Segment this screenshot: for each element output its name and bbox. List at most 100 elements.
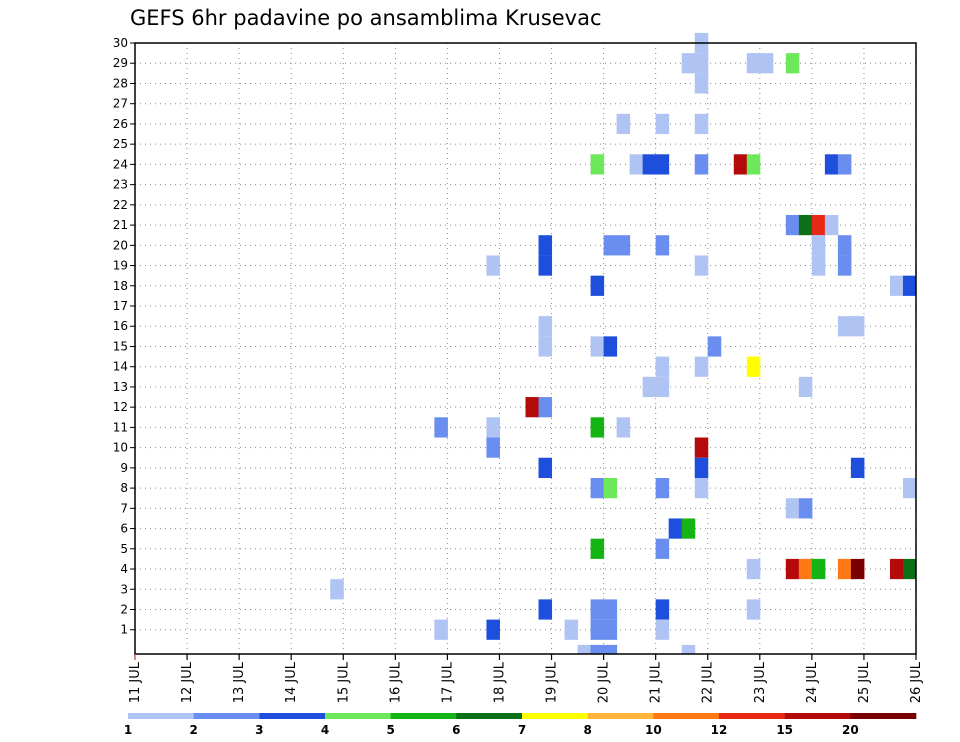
y-tick-label: 27 [113, 97, 128, 111]
y-tick-label: 28 [113, 76, 128, 90]
precip-cell [850, 558, 865, 580]
precip-cell [642, 154, 657, 175]
precip-cell [655, 619, 670, 640]
precip-cell [746, 558, 761, 580]
plot-frame [134, 42, 917, 655]
y-tick-label: 24 [113, 157, 128, 171]
precip-cell [577, 644, 592, 654]
precip-cell [733, 154, 748, 175]
legend-swatch [193, 713, 260, 719]
precip-cell [837, 154, 852, 175]
precip-cell [538, 316, 553, 337]
precip-cell [590, 417, 605, 438]
precip-cell [616, 235, 631, 256]
x-tick-label: 22 JUL [701, 661, 716, 703]
legend-label: 12 [711, 723, 728, 737]
y-tick-label: 6 [120, 522, 128, 536]
legend-swatch [653, 713, 720, 719]
legend-label: 8 [583, 723, 591, 737]
x-tick-label: 20 JUL [597, 661, 612, 703]
precip-cell [655, 235, 670, 256]
precip-cell [746, 599, 761, 620]
y-tick-label: 5 [120, 542, 128, 556]
precip-cell [564, 619, 579, 640]
legend-label: 15 [776, 723, 793, 737]
precip-cell [525, 397, 540, 418]
y-tick-label: 2 [120, 602, 128, 616]
precip-cell [538, 397, 553, 418]
precip-cell [694, 53, 709, 74]
y-tick-label: 10 [113, 441, 128, 455]
precip-cell [798, 558, 813, 580]
legend-label: 7 [518, 723, 526, 737]
x-tick-label: 18 JUL [492, 661, 507, 703]
precip-cell [694, 113, 709, 135]
precip-cell [590, 477, 605, 499]
x-tick-label: 16 JUL [388, 661, 403, 703]
legend-swatch [784, 713, 851, 719]
legend-swatch [850, 713, 917, 719]
y-tick-label: 9 [120, 461, 128, 475]
precip-cell [603, 644, 618, 654]
y-tick-label: 1 [120, 623, 128, 637]
precip-cell [590, 154, 605, 175]
precip-cell [837, 255, 852, 276]
precip-cell [616, 113, 631, 135]
precip-cell [746, 53, 761, 74]
y-tick-label: 8 [120, 481, 128, 495]
precip-cell [694, 437, 709, 458]
legend-label: 10 [645, 723, 662, 737]
precip-cell [486, 437, 500, 458]
chart-title: GEFS 6hr padavine po ansamblima Krusevac [130, 6, 602, 30]
y-tick-label: 30 [113, 36, 128, 50]
precip-cell [694, 477, 709, 499]
x-tick-label: 26 JUL [909, 661, 924, 703]
y-tick-label: 20 [113, 238, 128, 252]
precip-cell [694, 457, 709, 478]
legend-swatch [390, 713, 457, 719]
precip-cell [603, 477, 618, 499]
precip-cell [798, 376, 813, 398]
y-tick-label: 12 [113, 400, 128, 414]
y-tick-label: 14 [113, 360, 128, 374]
y-tick-label: 11 [113, 420, 128, 434]
precip-cell [434, 417, 448, 438]
precip-cell [434, 619, 448, 640]
y-tick-label: 26 [113, 117, 128, 131]
precip-cell [850, 316, 865, 337]
precip-cell [707, 336, 722, 357]
precip-cell [785, 53, 800, 74]
precip-cell [603, 599, 618, 620]
precip-cell [785, 498, 800, 519]
x-tick-label: 19 JUL [545, 661, 560, 703]
precip-cell [655, 154, 670, 175]
legend-swatch [456, 713, 523, 719]
y-tick-label: 17 [113, 299, 128, 313]
precip-cell [746, 154, 761, 175]
precip-cell [603, 619, 618, 640]
precip-cell [538, 235, 553, 256]
precip-cell [889, 275, 904, 296]
legend-swatch [587, 713, 654, 719]
precip-cell [486, 417, 500, 438]
precip-cell [824, 214, 839, 236]
precip-cell [538, 599, 553, 620]
precip-cell [694, 73, 709, 94]
legend-swatch [325, 713, 391, 719]
x-tick-label: 25 JUL [857, 661, 872, 703]
precip-cell [889, 558, 904, 580]
precip-cell [655, 113, 670, 135]
precip-cell [811, 558, 826, 580]
x-tick-label: 23 JUL [753, 661, 768, 703]
legend-swatch [719, 713, 785, 719]
precip-cell [486, 255, 500, 276]
y-tick-label: 18 [113, 279, 128, 293]
precip-cell [590, 619, 605, 640]
precip-cell [837, 235, 852, 256]
y-tick-label: 3 [120, 582, 128, 596]
precip-cell [681, 518, 696, 539]
y-tick-label: 13 [113, 380, 128, 394]
precip-cell [681, 53, 696, 74]
precip-cell [798, 498, 813, 519]
